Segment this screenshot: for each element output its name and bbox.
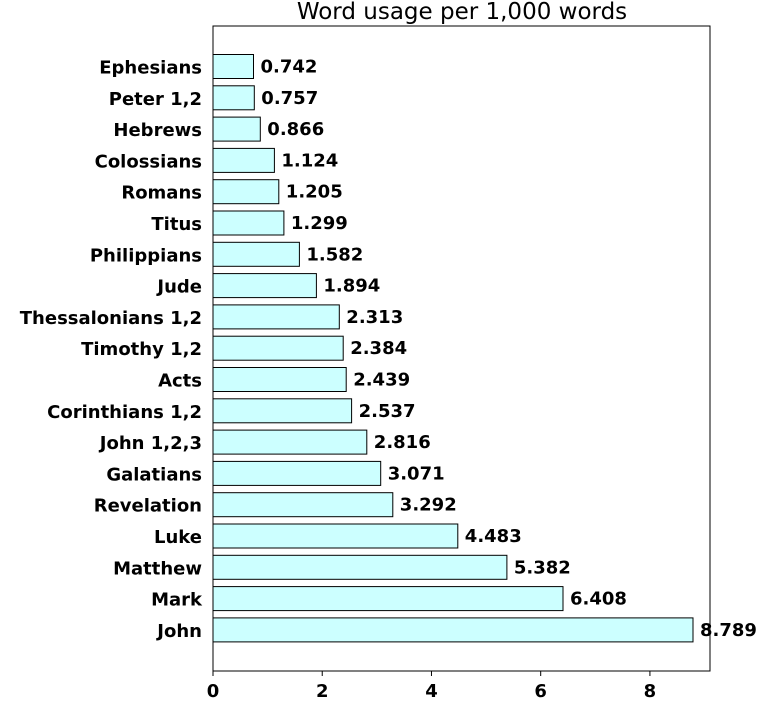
x-tick-label: 0 <box>207 681 220 702</box>
value-label: 6.408 <box>570 589 627 610</box>
value-label: 5.382 <box>514 557 571 578</box>
bars-group <box>212 54 694 643</box>
value-label: 3.071 <box>388 463 445 484</box>
value-label: 2.313 <box>346 307 403 328</box>
value-label: 1.894 <box>323 276 380 297</box>
x-tick-label: 6 <box>534 681 547 702</box>
x-tick-label: 2 <box>316 681 329 702</box>
value-label: 1.205 <box>286 182 343 203</box>
category-label: Timothy 1,2 <box>81 339 202 360</box>
category-label: Ephesians <box>99 58 202 79</box>
bar <box>212 460 382 486</box>
bar <box>212 523 459 549</box>
value-label: 1.299 <box>291 213 348 234</box>
x-tick-label: 4 <box>425 681 438 702</box>
category-labels-group: Ephesians Peter 1,2 Hebrews Colossians Roman… <box>20 58 203 642</box>
bar <box>212 586 564 612</box>
bar <box>212 273 317 299</box>
value-label: 2.439 <box>353 370 410 391</box>
value-label: 2.537 <box>359 401 416 422</box>
bar <box>212 304 340 330</box>
value-label: 0.866 <box>267 119 324 140</box>
category-label: John <box>155 621 202 642</box>
category-label: Revelation <box>94 496 202 517</box>
bar <box>212 210 285 236</box>
bar <box>212 492 394 518</box>
category-label: John 1,2,3 <box>98 433 202 454</box>
category-label: Corinthians 1,2 <box>47 402 202 423</box>
value-label: 2.384 <box>350 338 407 359</box>
value-label: 0.742 <box>261 57 318 78</box>
category-label: Colossians <box>95 151 202 172</box>
category-label: Peter 1,2 <box>109 89 202 110</box>
bar <box>212 554 508 580</box>
category-label: Matthew <box>113 558 202 579</box>
bar <box>212 116 261 142</box>
category-label: Hebrews <box>113 120 202 141</box>
value-label: 8.789 <box>700 620 757 641</box>
value-label: 0.757 <box>261 88 318 109</box>
value-labels-group: 0.742 0.757 0.866 1.124 1.205 1.299 1.582 1.894… <box>261 57 757 641</box>
value-label: 2.816 <box>374 432 431 453</box>
category-label: Thessalonians 1,2 <box>20 308 202 329</box>
x-tick-label: 8 <box>644 681 657 702</box>
bar <box>212 367 347 392</box>
category-label: Mark <box>151 590 203 611</box>
category-label: Luke <box>154 527 202 548</box>
category-label: Romans <box>121 183 202 204</box>
bar <box>212 617 694 643</box>
bar <box>212 241 300 267</box>
category-label: Philippians <box>90 245 202 266</box>
bar <box>212 147 275 173</box>
value-label: 3.292 <box>400 495 457 516</box>
value-label: 4.483 <box>465 526 522 547</box>
bar <box>212 179 280 205</box>
value-label: 1.124 <box>281 150 338 171</box>
category-label: Titus <box>151 214 202 235</box>
category-label: Jude <box>155 277 202 298</box>
category-label: Galatians <box>106 464 202 485</box>
value-label: 1.582 <box>306 244 363 265</box>
category-label: Acts <box>158 371 202 392</box>
bar <box>212 398 353 424</box>
chart-title: Word usage per 1,000 words <box>297 0 627 25</box>
x-axis-ticks-group: 0 2 4 6 8 <box>207 671 656 702</box>
bar <box>212 429 368 455</box>
bar <box>212 85 255 111</box>
bar <box>212 335 344 361</box>
bar <box>212 54 254 79</box>
